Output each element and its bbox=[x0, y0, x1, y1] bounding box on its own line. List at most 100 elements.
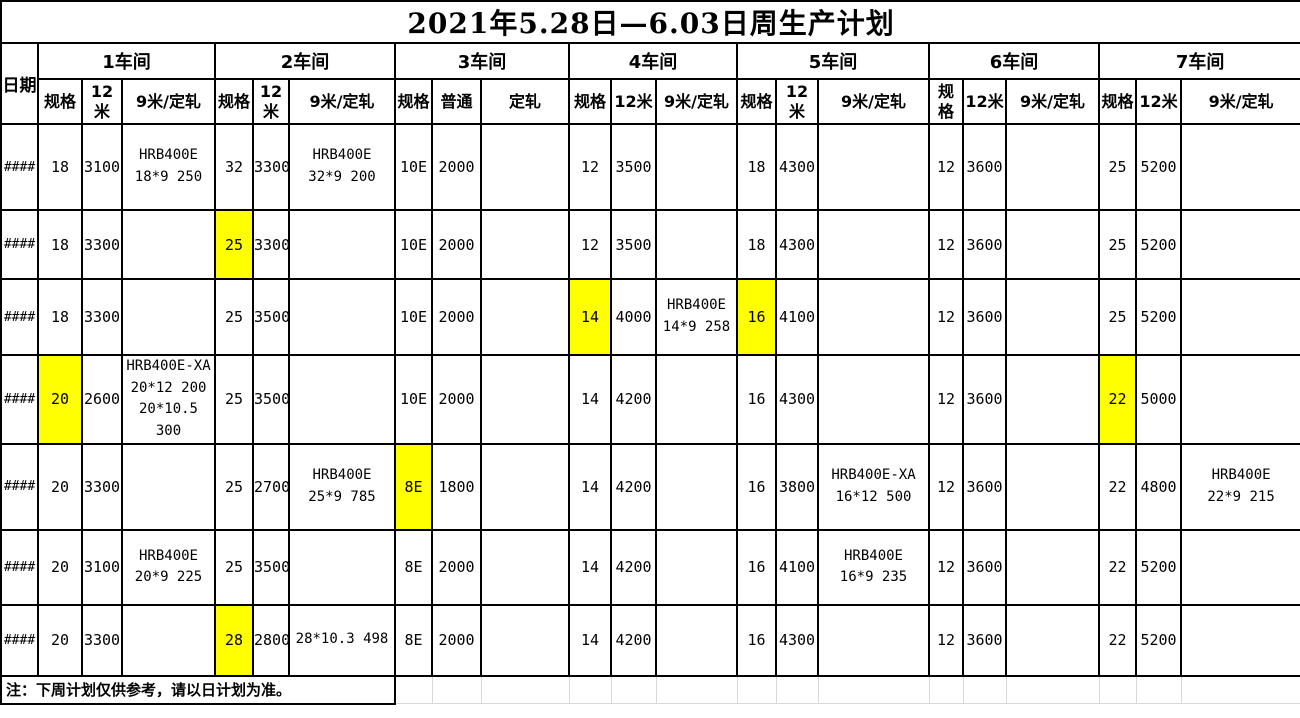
qty-cell[interactable]: 5200 bbox=[1135, 603, 1182, 677]
spec-cell[interactable]: 18 bbox=[736, 123, 777, 211]
page-title[interactable]: 2021年5.28日—6.03日周生产计划 bbox=[0, 0, 1300, 44]
qty-cell[interactable]: 2000 bbox=[431, 603, 482, 677]
rolling-note-cell[interactable] bbox=[121, 278, 216, 356]
qty-cell[interactable]: 5000 bbox=[1135, 354, 1182, 445]
spec-cell[interactable]: 20 bbox=[37, 354, 83, 445]
spec-cell[interactable]: 16 bbox=[736, 528, 777, 606]
rolling-note-cell[interactable]: HRB400E 14*9 258 bbox=[655, 278, 738, 356]
rolling-note-cell[interactable] bbox=[1179, 278, 1300, 356]
date-cell[interactable]: #### bbox=[0, 442, 39, 531]
workshop-2-header[interactable]: 2车间 bbox=[214, 42, 396, 80]
qty-cell[interactable]: 5200 bbox=[1135, 528, 1182, 606]
spec-cell[interactable]: 12 bbox=[928, 442, 964, 531]
subcolumn-header[interactable]: 9米/定轧 bbox=[817, 78, 930, 125]
qty-cell[interactable]: 3300 bbox=[81, 603, 123, 677]
subcolumn-header[interactable]: 9米/定轧 bbox=[288, 78, 396, 125]
qty-cell[interactable]: 3100 bbox=[81, 528, 123, 606]
rolling-note-cell[interactable]: HRB400E 18*9 250 bbox=[121, 123, 216, 211]
rolling-note-cell[interactable]: HRB400E-XA 16*12 500 bbox=[817, 442, 930, 531]
subcolumn-header[interactable]: 规格 bbox=[37, 78, 83, 125]
spec-cell[interactable]: 14 bbox=[568, 528, 612, 606]
qty-cell[interactable]: 4200 bbox=[610, 528, 657, 606]
qty-cell[interactable]: 2000 bbox=[431, 123, 482, 211]
rolling-note-cell[interactable]: 28*10.3 498 bbox=[288, 603, 396, 677]
subcolumn-header[interactable]: 规格 bbox=[928, 78, 964, 125]
subcolumn-header[interactable]: 规格 bbox=[568, 78, 612, 125]
qty-cell[interactable]: 4300 bbox=[775, 209, 819, 280]
subcolumn-header[interactable]: 12米 bbox=[610, 78, 657, 125]
qty-cell[interactable]: 1800 bbox=[431, 442, 482, 531]
rolling-note-cell[interactable] bbox=[1005, 278, 1100, 356]
spec-cell[interactable]: 8E bbox=[394, 442, 433, 531]
spec-cell[interactable]: 18 bbox=[37, 278, 83, 356]
rolling-note-cell[interactable] bbox=[1005, 209, 1100, 280]
rolling-note-cell[interactable] bbox=[817, 278, 930, 356]
spec-cell[interactable]: 12 bbox=[928, 278, 964, 356]
qty-cell[interactable]: 3300 bbox=[81, 442, 123, 531]
spec-cell[interactable]: 14 bbox=[568, 354, 612, 445]
footer-note[interactable]: 注：下周计划仅供参考，请以日计划为准。 bbox=[0, 674, 396, 705]
rolling-note-cell[interactable] bbox=[1179, 354, 1300, 445]
rolling-note-cell[interactable] bbox=[1179, 123, 1300, 211]
qty-cell[interactable]: 4300 bbox=[775, 603, 819, 677]
rolling-note-cell[interactable] bbox=[655, 123, 738, 211]
workshop-1-header[interactable]: 1车间 bbox=[37, 42, 216, 80]
spec-cell[interactable]: 25 bbox=[214, 528, 254, 606]
subcolumn-header[interactable]: 12米 bbox=[81, 78, 123, 125]
qty-cell[interactable]: 3500 bbox=[610, 209, 657, 280]
qty-cell[interactable]: 3600 bbox=[962, 354, 1007, 445]
spec-cell[interactable]: 22 bbox=[1098, 528, 1137, 606]
rolling-note-cell[interactable] bbox=[121, 442, 216, 531]
spec-cell[interactable]: 25 bbox=[214, 442, 254, 531]
subcolumn-header[interactable]: 规格 bbox=[736, 78, 777, 125]
rolling-note-cell[interactable] bbox=[817, 209, 930, 280]
empty-grid-cell[interactable] bbox=[736, 675, 777, 705]
qty-cell[interactable]: 2000 bbox=[431, 278, 482, 356]
empty-grid-cell[interactable] bbox=[1098, 675, 1137, 705]
qty-cell[interactable]: 2700 bbox=[252, 442, 290, 531]
qty-cell[interactable]: 2800 bbox=[252, 603, 290, 677]
spec-cell[interactable]: 14 bbox=[568, 603, 612, 677]
qty-cell[interactable]: 4800 bbox=[1135, 442, 1182, 531]
qty-cell[interactable]: 3500 bbox=[252, 528, 290, 606]
qty-cell[interactable]: 5200 bbox=[1135, 123, 1182, 211]
empty-grid-cell[interactable] bbox=[480, 675, 570, 705]
spec-cell[interactable]: 10E bbox=[394, 278, 433, 356]
rolling-note-cell[interactable] bbox=[121, 209, 216, 280]
spec-cell[interactable]: 12 bbox=[928, 123, 964, 211]
rolling-note-cell[interactable] bbox=[1005, 528, 1100, 606]
rolling-note-cell[interactable] bbox=[288, 528, 396, 606]
rolling-note-cell[interactable] bbox=[1005, 442, 1100, 531]
rolling-note-cell[interactable] bbox=[655, 354, 738, 445]
spec-cell[interactable]: 22 bbox=[1098, 442, 1137, 531]
spec-cell[interactable]: 20 bbox=[37, 528, 83, 606]
qty-cell[interactable]: 3500 bbox=[252, 354, 290, 445]
spec-cell[interactable]: 25 bbox=[1098, 123, 1137, 211]
qty-cell[interactable]: 3300 bbox=[252, 209, 290, 280]
date-cell[interactable]: #### bbox=[0, 123, 39, 211]
spec-cell[interactable]: 25 bbox=[214, 354, 254, 445]
date-cell[interactable]: #### bbox=[0, 528, 39, 606]
rolling-note-cell[interactable] bbox=[480, 209, 570, 280]
spec-cell[interactable]: 20 bbox=[37, 442, 83, 531]
subcolumn-header[interactable]: 12米 bbox=[252, 78, 290, 125]
qty-cell[interactable]: 3600 bbox=[962, 209, 1007, 280]
spec-cell[interactable]: 32 bbox=[214, 123, 254, 211]
spec-cell[interactable]: 18 bbox=[37, 123, 83, 211]
rolling-note-cell[interactable] bbox=[817, 603, 930, 677]
rolling-note-cell[interactable] bbox=[121, 603, 216, 677]
rolling-note-cell[interactable] bbox=[1005, 603, 1100, 677]
spec-cell[interactable]: 16 bbox=[736, 278, 777, 356]
rolling-note-cell[interactable]: HRB400E 22*9 215 bbox=[1179, 442, 1300, 531]
rolling-note-cell[interactable]: HRB400E 25*9 785 bbox=[288, 442, 396, 531]
rolling-note-cell[interactable] bbox=[1179, 603, 1300, 677]
subcolumn-header[interactable]: 9米/定轧 bbox=[655, 78, 738, 125]
spec-cell[interactable]: 22 bbox=[1098, 603, 1137, 677]
subcolumn-header[interactable]: 12米 bbox=[1135, 78, 1182, 125]
date-cell[interactable]: #### bbox=[0, 354, 39, 445]
subcolumn-header[interactable]: 规格 bbox=[394, 78, 433, 125]
spec-cell[interactable]: 12 bbox=[568, 123, 612, 211]
rolling-note-cell[interactable]: HRB400E 20*9 225 bbox=[121, 528, 216, 606]
spec-cell[interactable]: 10E bbox=[394, 123, 433, 211]
empty-grid-cell[interactable] bbox=[775, 675, 819, 705]
